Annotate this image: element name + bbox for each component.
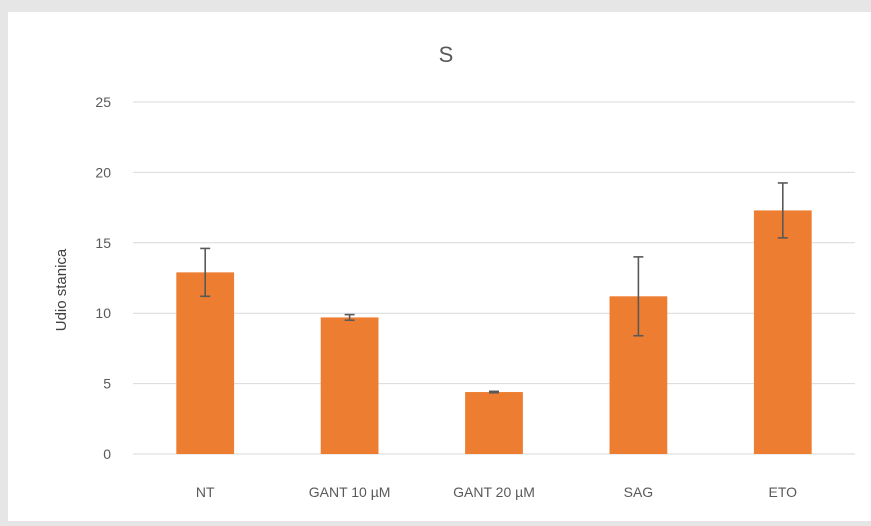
error-bar-3 bbox=[489, 390, 499, 394]
bar-1 bbox=[176, 272, 235, 454]
bar-chart: S Udio stanica 0 5 10 15 20 25 NT GANT 10 µM GA… bbox=[53, 42, 855, 500]
error-bar-4 bbox=[633, 256, 644, 337]
y-tick-label-25: 25 bbox=[95, 94, 111, 110]
y-tick-label-5: 5 bbox=[103, 376, 111, 392]
y-tick-label-0: 0 bbox=[103, 446, 111, 462]
x-tick-label-1: NT bbox=[196, 484, 215, 500]
y-tick-label-20: 20 bbox=[95, 164, 111, 180]
y-tick-labels: 0 5 10 15 20 25 bbox=[95, 94, 111, 462]
bar-5 bbox=[753, 210, 812, 454]
x-tick-label-2: GANT 10 µM bbox=[309, 484, 391, 500]
error-bar-1 bbox=[200, 247, 211, 298]
bars bbox=[176, 210, 812, 454]
x-tick-labels: NT GANT 10 µM GANT 20 µM SAG ETO bbox=[196, 484, 797, 500]
bar-2 bbox=[320, 317, 379, 454]
chart-panel: S Udio stanica 0 5 10 15 20 25 NT GANT 10 µM GA… bbox=[8, 12, 871, 521]
y-axis-label: Udio stanica bbox=[53, 248, 70, 331]
x-tick-label-5: ETO bbox=[769, 484, 798, 500]
error-bars bbox=[200, 182, 788, 394]
chart-title: S bbox=[439, 42, 454, 67]
x-tick-label-4: SAG bbox=[624, 484, 654, 500]
error-bar-5 bbox=[777, 182, 788, 239]
y-tick-label-15: 15 bbox=[95, 235, 111, 251]
gridlines bbox=[133, 101, 855, 455]
error-bar-2 bbox=[344, 313, 355, 322]
y-tick-label-10: 10 bbox=[95, 305, 111, 321]
x-tick-label-3: GANT 20 µM bbox=[453, 484, 535, 500]
bar-3 bbox=[465, 392, 523, 454]
